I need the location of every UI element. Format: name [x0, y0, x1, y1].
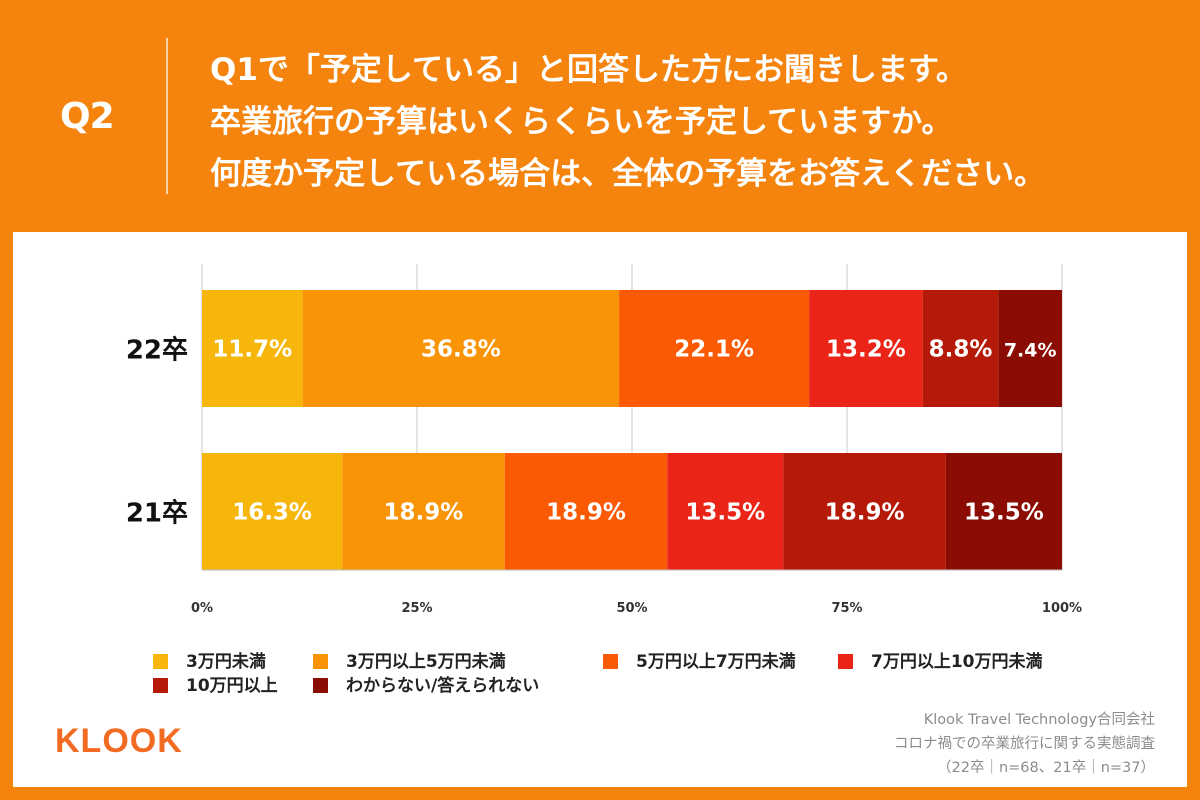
question-text: Q1で「予定している」と回答した方にお聞きします。 卒業旅行の予算はいくらくらい…: [210, 44, 1180, 200]
legend-label: 10万円以上: [186, 676, 278, 696]
legend-swatch: [313, 654, 328, 669]
data-label: 18.9%: [384, 500, 464, 526]
data-label: 18.9%: [825, 500, 905, 526]
data-label: 11.7%: [212, 337, 292, 363]
data-label: 7.4%: [1004, 340, 1057, 362]
legend-swatch: [603, 654, 618, 669]
data-label: 22.1%: [674, 337, 754, 363]
data-label: 8.8%: [929, 337, 993, 363]
bar-segment: [945, 453, 1062, 570]
legend-swatch: [313, 678, 328, 693]
x-tick-label: 50%: [616, 601, 647, 616]
bar-segment: [202, 453, 343, 570]
data-label: 13.2%: [826, 337, 906, 363]
legend-item: 5万円以上7万円未満: [603, 647, 796, 672]
legend-swatch: [153, 654, 168, 669]
header-divider: [166, 38, 168, 194]
legend-label: わからない/答えられない: [346, 676, 540, 696]
bar-segment: [619, 290, 810, 407]
x-tick-label: 0%: [191, 601, 213, 616]
x-tick-label: 75%: [831, 601, 862, 616]
question-line-3: 何度か予定している場合は、全体の予算をお答えください。: [210, 156, 1046, 192]
source-note: Klook Travel Technology合同会社 コロナ禍での卒業旅行に関…: [735, 708, 1155, 780]
bar-segment: [922, 290, 999, 407]
x-tick-label: 100%: [1042, 601, 1082, 616]
source-line-1: Klook Travel Technology合同会社: [923, 712, 1155, 728]
legend-label: 3万円未満: [186, 652, 266, 672]
bar-segment: [302, 290, 620, 407]
legend-item: 3万円未満: [153, 647, 266, 672]
data-label: 16.3%: [232, 500, 312, 526]
legend-item: 7万円以上10万円未満: [838, 647, 1043, 672]
legend-item: わからない/答えられない: [313, 671, 540, 696]
data-label: 36.8%: [421, 337, 501, 363]
bar-segment: [998, 290, 1062, 407]
header: Q2 Q1で「予定している」と回答した方にお聞きします。 卒業旅行の予算はいくら…: [0, 0, 1200, 230]
legend-swatch: [153, 678, 168, 693]
data-label: 13.5%: [685, 500, 765, 526]
source-line-3: （22卒｜n=68、21卒｜n=37）: [937, 760, 1155, 776]
legend-label: 3万円以上5万円未満: [346, 652, 506, 672]
bar-segment: [202, 290, 303, 407]
bar-segment: [809, 290, 923, 407]
legend-label: 7万円以上10万円未満: [871, 652, 1043, 672]
legend-item: 3万円以上5万円未満: [313, 647, 506, 672]
x-tick-label: 25%: [401, 601, 432, 616]
question-label: Q2: [60, 96, 115, 137]
legend-label: 5万円以上7万円未満: [636, 652, 796, 672]
category-label: 21卒: [126, 498, 188, 529]
bar-segment: [783, 453, 946, 570]
stacked-bar-chart: 0% 25% 50% 75% 100% 22卒 21卒 11.7% 36.8% 22.1% 13.2…: [126, 264, 1082, 616]
source-line-2: コロナ禍での卒業旅行に関する実態調査: [894, 736, 1155, 752]
chart-card: 0% 25% 50% 75% 100% 22卒 21卒 11.7% 36.8% 22.1% 13.2…: [13, 232, 1187, 787]
bar-segment: [342, 453, 505, 570]
question-line-1: Q1で「予定している」と回答した方にお聞きします。: [210, 52, 967, 88]
category-label: 22卒: [126, 335, 188, 366]
bar-segment: [667, 453, 784, 570]
legend-swatch: [838, 654, 853, 669]
data-label: 13.5%: [964, 500, 1044, 526]
bar-segment: [504, 453, 668, 570]
question-line-2: 卒業旅行の予算はいくらくらいを予定していますか。: [210, 104, 953, 140]
data-label: 18.9%: [546, 500, 626, 526]
klook-logo: KLOOK: [55, 722, 183, 760]
legend-item: 10万円以上: [153, 671, 278, 696]
